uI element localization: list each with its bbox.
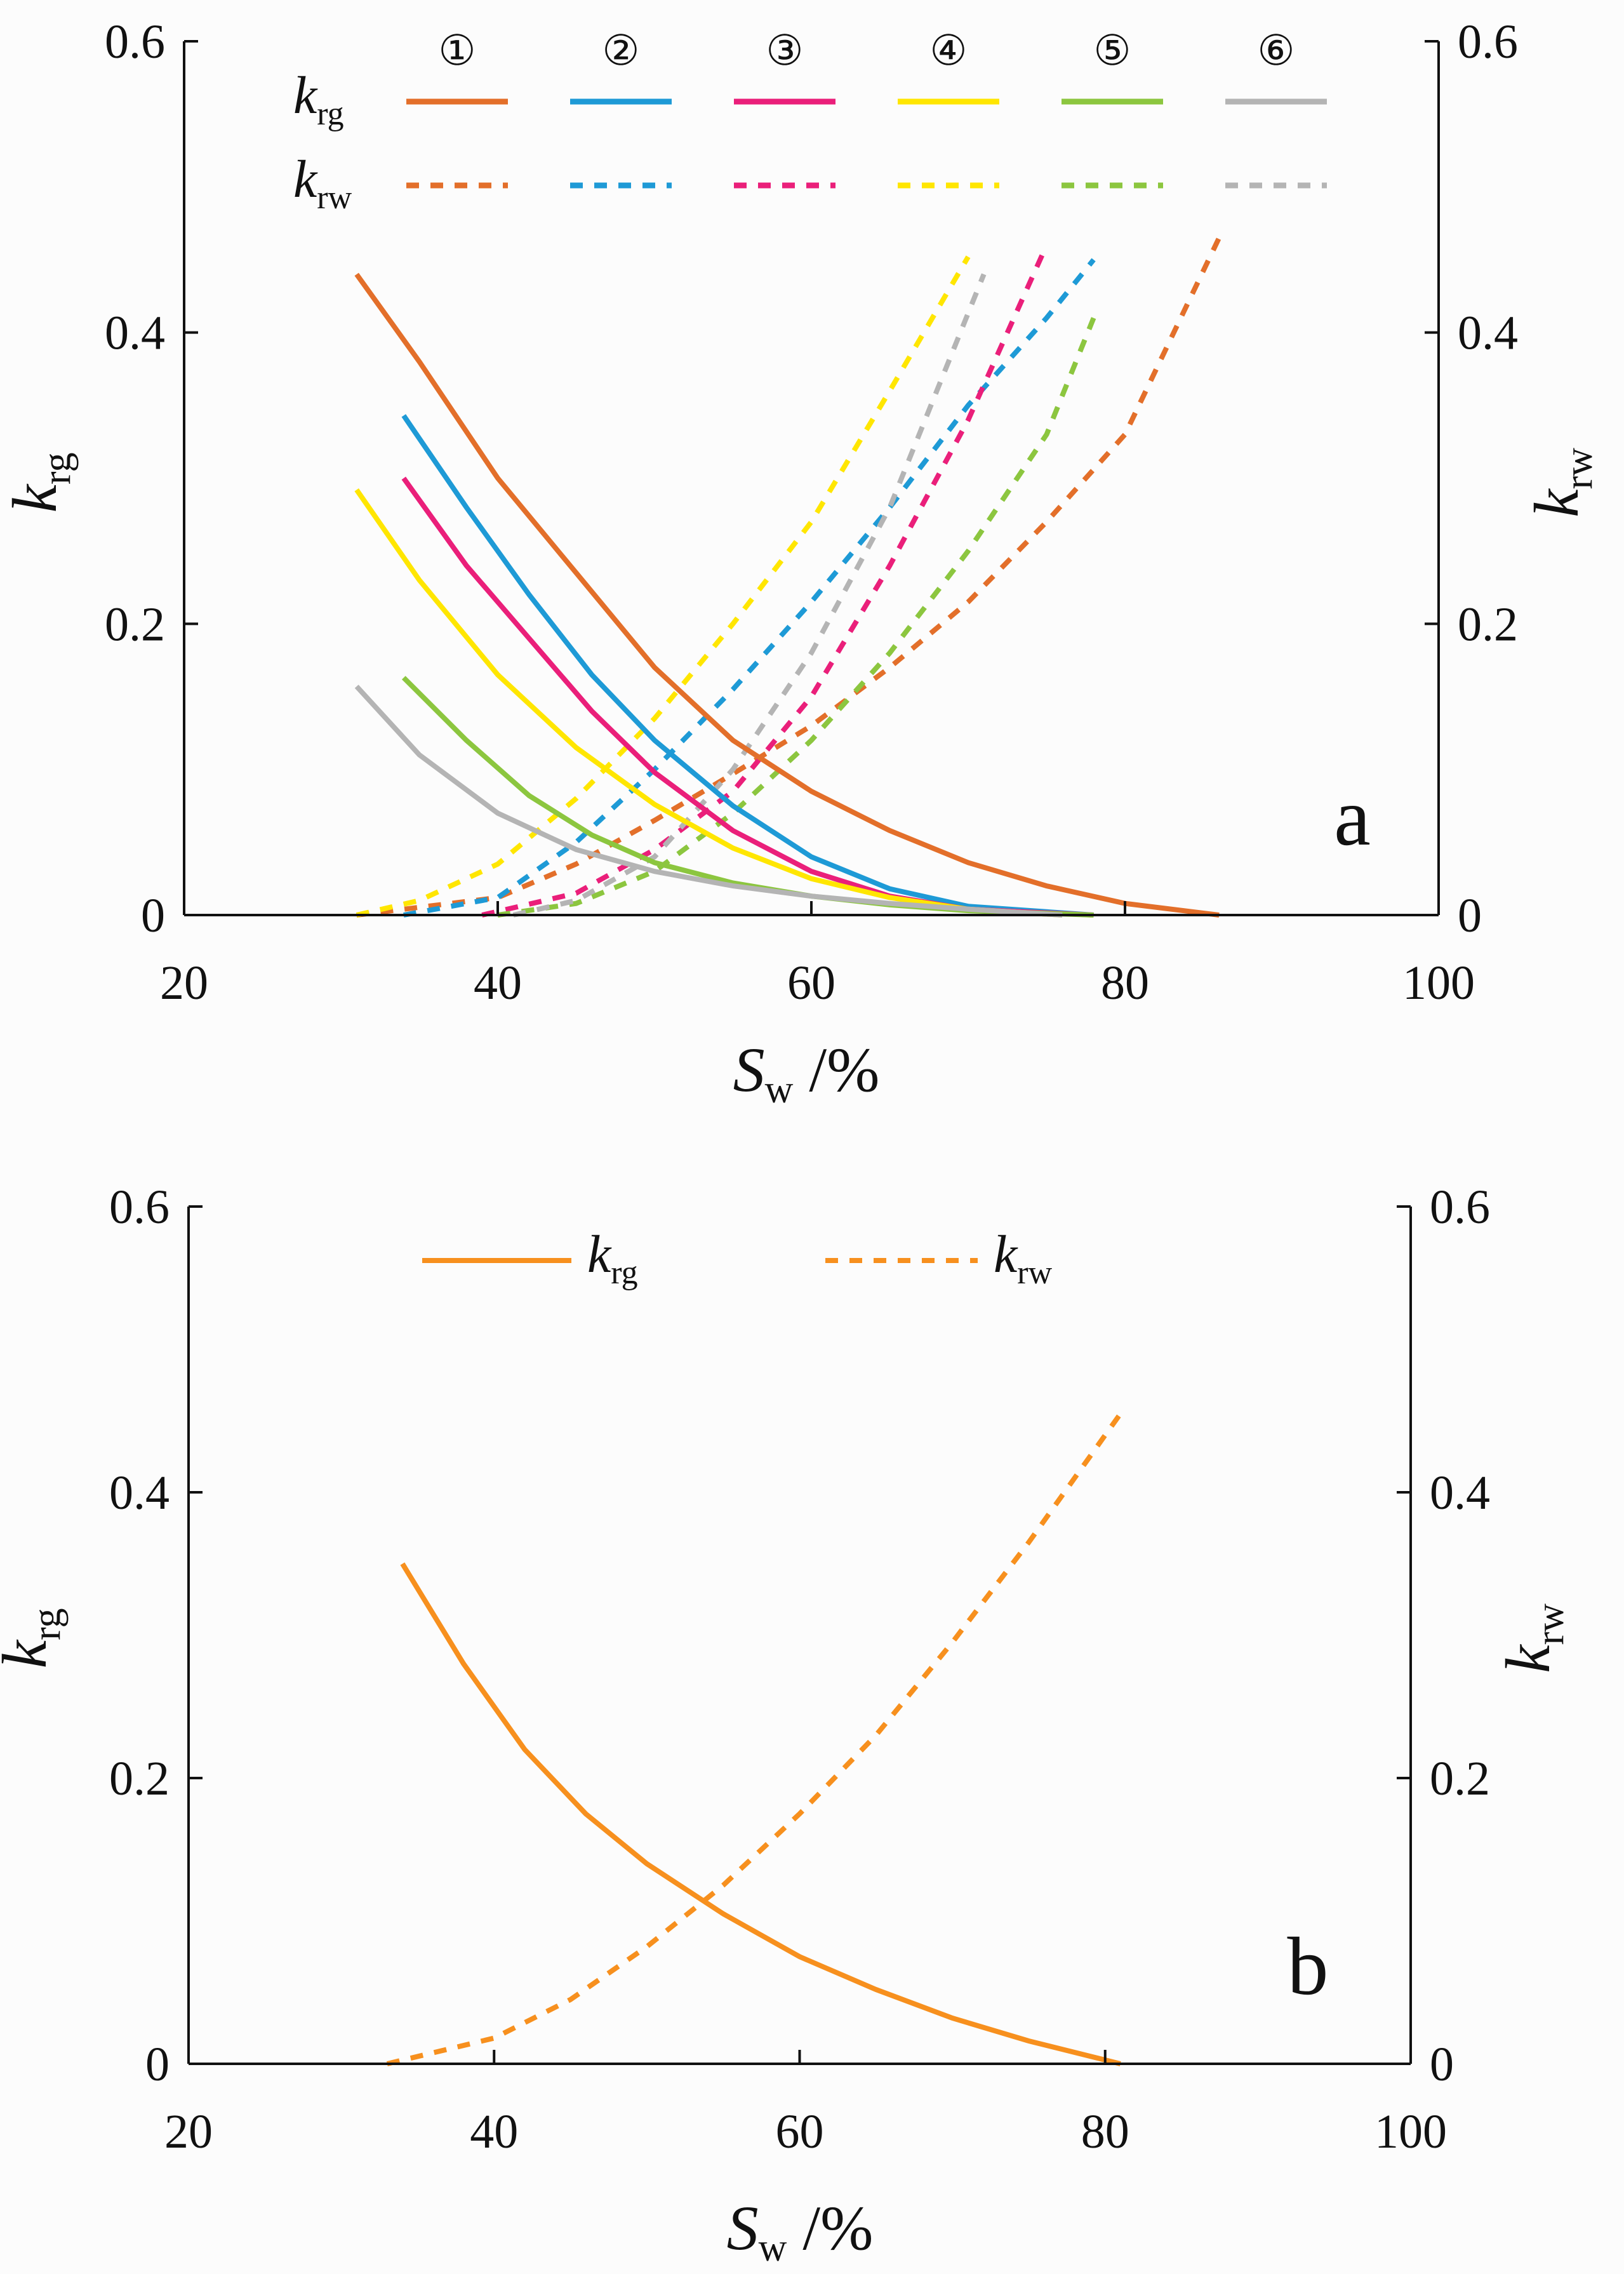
left-y-tick-label: 0.6 bbox=[109, 1180, 170, 1234]
panel-b-marks bbox=[386, 1412, 1123, 2066]
panel-b-legend: krg krw bbox=[422, 1225, 1053, 1291]
x-tick-label: 20 bbox=[164, 2105, 213, 2158]
x-tick-label: 80 bbox=[1081, 2105, 1129, 2158]
right-y-tick-label: 0 bbox=[1430, 2038, 1454, 2091]
series-1-krw-line bbox=[356, 236, 1221, 918]
x-tick-label: 40 bbox=[474, 956, 522, 1010]
x-tick-label: 40 bbox=[470, 2105, 518, 2158]
series-2-krw-line bbox=[403, 258, 1096, 918]
series-1-krg-line bbox=[354, 272, 1220, 918]
right-y-tick-label: 0 bbox=[1458, 889, 1482, 942]
panel-b-x-label: Sw /% bbox=[727, 2193, 874, 2270]
series-4-krw-line bbox=[356, 255, 971, 918]
panel-b-krw-line bbox=[386, 1412, 1123, 2066]
legend-b-krg-label: krg bbox=[587, 1225, 638, 1291]
panel-b-ticks: 20 40 60 80 100 0 0 0.2 0.2 0.4 0.4 0.6 0.6 bbox=[109, 1180, 1490, 2158]
right-y-tick-label: 0.6 bbox=[1430, 1180, 1490, 1234]
panel-a-x-label: Sw /% bbox=[733, 1034, 880, 1111]
panel-a-tag: a bbox=[1334, 772, 1371, 863]
x-tick-label: 20 bbox=[160, 956, 208, 1010]
left-y-tick-label: 0 bbox=[145, 2038, 170, 2091]
panel-b-right-y-label: krw bbox=[1493, 1603, 1572, 1673]
legend-krg-label: krg bbox=[293, 66, 344, 132]
panel-a-marks bbox=[354, 236, 1221, 918]
x-tick-label: 100 bbox=[1374, 2105, 1447, 2158]
legend-krw-label: krw bbox=[293, 150, 352, 216]
legend-series-4-number: ④ bbox=[929, 26, 967, 75]
right-y-tick-label: 0.6 bbox=[1458, 15, 1518, 69]
series-6-krg-line bbox=[354, 685, 1063, 918]
left-y-tick-label: 0.4 bbox=[105, 307, 165, 360]
series-5-krw-line bbox=[497, 317, 1096, 918]
x-tick-label: 80 bbox=[1101, 956, 1149, 1010]
legend-series-6-number: ⑥ bbox=[1257, 26, 1295, 75]
series-3-krw-line bbox=[481, 244, 1049, 918]
left-y-tick-label: 0.6 bbox=[105, 15, 165, 69]
panel-b-left-y-label: krg bbox=[0, 1609, 69, 1669]
x-tick-label: 60 bbox=[776, 2105, 824, 2158]
right-y-tick-label: 0.4 bbox=[1458, 307, 1518, 360]
legend-series-3-number: ③ bbox=[766, 26, 803, 75]
x-tick-label: 100 bbox=[1402, 956, 1475, 1010]
legend-series-2-number: ② bbox=[602, 26, 639, 75]
panel-a-ticks: 20 40 60 80 100 0 0 0.2 0.2 0.4 0.4 0.6 0.6 bbox=[105, 15, 1518, 1010]
panel-a-right-y-label: krw bbox=[1521, 448, 1601, 518]
x-tick-label: 60 bbox=[787, 956, 835, 1010]
right-y-tick-label: 0.2 bbox=[1458, 598, 1518, 651]
panel-a: 20 40 60 80 100 0 0 0.2 0.2 0.4 0.4 0.6 0.6 krg krw … bbox=[0, 15, 1601, 1111]
left-y-tick-label: 0.4 bbox=[109, 1466, 170, 1520]
series-4-krg-line bbox=[354, 488, 1063, 918]
panel-b-tag: b bbox=[1288, 1921, 1329, 2012]
left-y-tick-label: 0.2 bbox=[109, 1752, 170, 1805]
left-y-tick-label: 0 bbox=[141, 889, 165, 942]
panel-a-legend: krg krw ① ② ③ ④ ⑤ ⑥ bbox=[293, 26, 1327, 216]
legend-b-krw-label: krw bbox=[994, 1225, 1053, 1291]
panel-b-krg-line bbox=[400, 1562, 1121, 2066]
legend-series-5-number: ⑤ bbox=[1093, 26, 1131, 75]
series-2-krg-line bbox=[401, 414, 1094, 918]
legend-series-1-number: ① bbox=[438, 26, 476, 75]
series-6-krw-line bbox=[512, 273, 987, 918]
right-y-tick-label: 0.4 bbox=[1430, 1466, 1490, 1520]
right-y-tick-label: 0.2 bbox=[1430, 1752, 1490, 1805]
panel-a-left-y-label: krg bbox=[0, 453, 79, 513]
left-y-tick-label: 0.2 bbox=[105, 598, 165, 651]
